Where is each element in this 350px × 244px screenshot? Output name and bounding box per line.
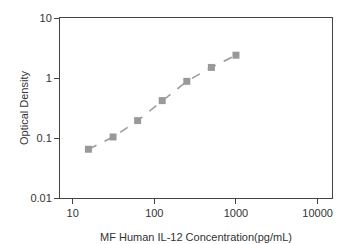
svg-text:MF Human IL-12 Concentration(p: MF Human IL-12 Concentration(pg/mL) (100, 231, 292, 243)
svg-text:10: 10 (67, 207, 79, 219)
svg-text:100: 100 (145, 207, 163, 219)
svg-text:1000: 1000 (224, 207, 248, 219)
svg-text:1: 1 (46, 72, 52, 84)
svg-text:0.01: 0.01 (30, 192, 51, 204)
svg-text:10: 10 (40, 12, 52, 24)
svg-text:0.1: 0.1 (37, 132, 52, 144)
svg-text:10000: 10000 (302, 207, 333, 219)
svg-text:Optical Density: Optical Density (18, 71, 30, 145)
